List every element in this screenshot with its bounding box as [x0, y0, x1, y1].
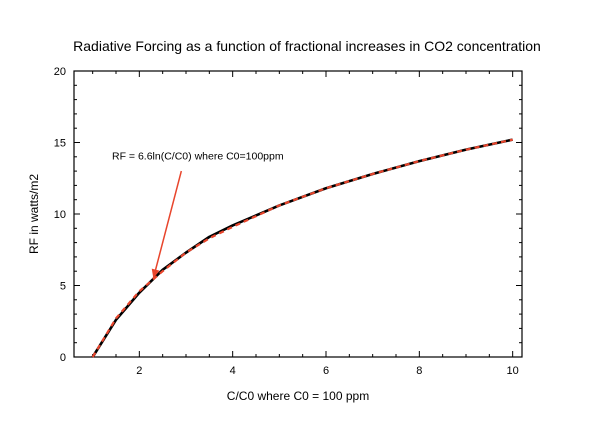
annotation-text: RF = 6.6ln(C/C0) where C0=100ppm — [112, 151, 284, 163]
annotation-arrow-head — [151, 268, 160, 279]
series-layer — [91, 138, 513, 358]
y-tick-label: 0 — [60, 352, 66, 364]
x-tick-label: 10 — [507, 365, 519, 377]
y-tick-label: 15 — [54, 138, 66, 150]
annotation-arrow-line — [152, 170, 183, 279]
series-line-solid — [91, 138, 513, 358]
y-tick-label: 20 — [54, 66, 66, 78]
y-axis-label: RF in watts/m2 — [27, 174, 41, 254]
y-tick-label: 5 — [60, 281, 66, 293]
x-tick-label: 2 — [136, 365, 142, 377]
axis-tick-labels: 2 4 6 8 10 0 5 10 15 20 — [54, 66, 519, 377]
x-axis-label: C/C0 where C0 = 100 ppm — [227, 389, 369, 403]
series-line-dashed — [91, 138, 513, 358]
plot-frame — [73, 70, 523, 358]
x-tick-label: 4 — [230, 365, 236, 377]
chart-title: Radiative Forcing as a function of fract… — [73, 38, 541, 54]
annotation-layer: RF = 6.6ln(C/C0) where C0=100ppm — [112, 151, 284, 279]
axis-ticks — [74, 70, 522, 358]
x-tick-label: 8 — [416, 365, 422, 377]
y-tick-label: 10 — [54, 209, 66, 221]
x-tick-label: 6 — [323, 365, 329, 377]
